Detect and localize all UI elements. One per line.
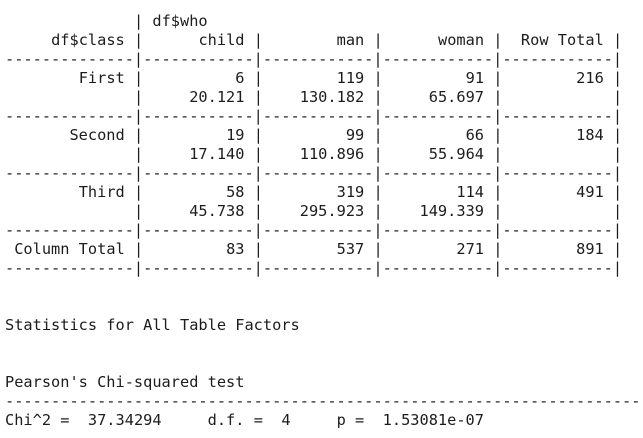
stats-rule: ----------------------------------------… [5,392,643,410]
table-header: df$class | child | man | woman | Row Tot… [51,31,623,49]
cell-chisq-contribution: 20.121 [189,88,245,106]
row-total-value: 491 [576,183,604,201]
column-total-value: 83 [226,240,245,258]
p-value: 1.53081e-07 [382,411,484,429]
cell-chisq-contribution: 149.339 [419,202,484,220]
cell-chisq-contribution: 55.964 [428,145,484,163]
table-header-top: | df$who [133,12,208,30]
table-separator: --------------|------------|------------… [5,221,623,239]
blank-line [5,278,643,297]
table-row-counts: First | 6 | 119 | 91 | 216 | [78,69,623,87]
df-label: d.f. = [207,411,263,429]
table-row-counts: Third | 58 | 319 | 114 | 491 | [78,183,623,201]
column-total-value: 271 [456,240,485,258]
row-label: First [78,69,125,87]
df-value: 4 [281,411,291,429]
row-label: Second [69,126,125,144]
cell-chisq-contribution: 45.738 [189,202,245,220]
cell-chisq-contribution: 110.896 [299,145,365,163]
cell-count: 19 [226,126,245,144]
cell-chisq-contribution: 65.697 [428,88,484,106]
table-row-chisq: | 20.121 | 130.182 | 65.697 | | [133,88,623,106]
chi2-label: Chi^2 = [5,411,70,429]
cell-chisq-contribution: 130.182 [299,88,365,106]
cell-count: 319 [336,183,365,201]
blank-line [5,297,643,316]
column-header: man [336,31,365,49]
table-separator: --------------|------------|------------… [5,259,623,277]
cell-count: 91 [465,69,485,87]
grand-total-value: 891 [576,240,604,258]
cell-count: 99 [345,126,365,144]
cell-chisq-contribution: 17.140 [189,145,245,163]
stats-heading: Statistics for All Table Factors [5,316,300,334]
blank-line [5,354,643,373]
cell-chisq-contribution: 295.923 [299,202,365,220]
cell-count: 6 [235,69,245,87]
row-total-value: 184 [576,126,604,144]
table-row-chisq: | 45.738 | 295.923 | 149.339 | | [133,202,623,220]
chi2-value: 37.34294 [87,411,162,429]
blank-line [5,335,643,354]
cell-count: 119 [336,69,365,87]
column-total-value: 537 [336,240,365,258]
row-total-header: Row Total [520,31,604,49]
table-row-chisq: | 17.140 | 110.896 | 55.964 | | [133,145,623,163]
test-name-line: Pearson's Chi-squared test [5,373,643,392]
p-label: p = [336,411,365,429]
row-variable-label: df$class [51,31,125,49]
table-column-totals: Column Total | 83 | 537 | 271 | 891 | [14,240,623,258]
chi2-result-line: Chi^2 = 37.34294 d.f. = 4 p = 1.53081e-0… [5,411,643,430]
column-header: woman [437,31,485,49]
column-header: child [198,31,245,49]
table-row-counts: Second | 19 | 99 | 66 | 184 | [69,126,623,144]
table-separator: --------------|------------|------------… [5,107,623,125]
cell-count: 114 [456,183,485,201]
stats-heading-line: Statistics for All Table Factors [5,316,643,335]
cell-count: 58 [226,183,245,201]
column-variable-label: df$who [152,12,208,30]
test-name: Pearson's Chi-squared test [5,373,245,391]
row-total-value: 216 [576,69,604,87]
table-separator: --------------|------------|------------… [5,50,623,68]
r-console-output: | df$who df$class | child | man | woman … [5,12,643,430]
cell-count: 66 [465,126,484,144]
row-label: Third [78,183,125,201]
table-separator: --------------|------------|------------… [5,164,623,182]
column-total-label: Column Total [14,240,125,258]
